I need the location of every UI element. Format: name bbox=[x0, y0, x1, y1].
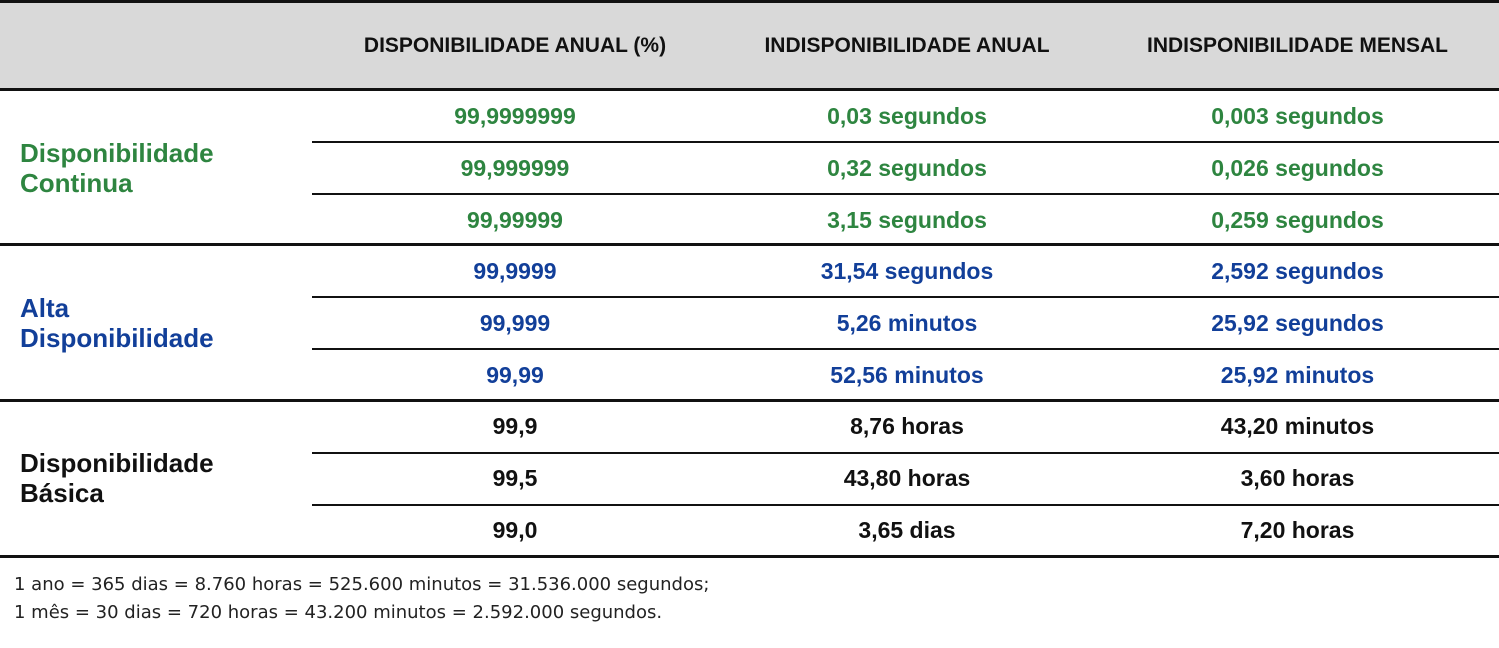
annual-availability-cell: 99,0 bbox=[492, 517, 538, 543]
group-label: Disponibilidade Básica bbox=[20, 447, 214, 508]
footnotes: 1 ano = 365 dias = 8.760 horas = 525.600… bbox=[14, 571, 709, 627]
annual-unavailability-cell: 5,26 minutos bbox=[836, 310, 978, 336]
header-annual-availability: DISPONIBILIDADE ANUAL (%) bbox=[363, 34, 667, 57]
table-row: 99,9999999 0,03 segundos 0,003 segundos bbox=[0, 91, 1499, 142]
row-divider bbox=[312, 141, 1499, 143]
annual-availability-cell: 99,9999999 bbox=[454, 103, 576, 129]
annual-availability-cell: 99,5 bbox=[492, 465, 538, 491]
header-monthly-unavailability: INDISPONIBILIDADE MENSAL bbox=[1146, 34, 1448, 57]
annual-availability-cell: 99,9999 bbox=[473, 258, 557, 284]
row-divider bbox=[312, 348, 1499, 350]
table-bottom-rule bbox=[0, 555, 1499, 558]
row-divider bbox=[312, 504, 1499, 506]
group-label: Alta Disponibilidade bbox=[20, 292, 214, 353]
footnote-month: 1 mês = 30 dias = 720 horas = 43.200 min… bbox=[14, 602, 663, 623]
annual-unavailability-cell: 8,76 horas bbox=[850, 413, 964, 439]
table-row: 99,99999 3,15 segundos 0,259 segundos bbox=[0, 195, 1499, 246]
monthly-unavailability-cell: 25,92 segundos bbox=[1211, 310, 1384, 336]
table-top-rule bbox=[0, 0, 1499, 3]
table-row: 99,999999 0,32 segundos 0,026 segundos bbox=[0, 143, 1499, 194]
table-row: 99,99 52,56 minutos 25,92 minutos bbox=[0, 350, 1499, 401]
monthly-unavailability-cell: 0,026 segundos bbox=[1211, 155, 1384, 181]
annual-unavailability-cell: 3,65 dias bbox=[858, 517, 956, 543]
monthly-unavailability-cell: 43,20 minutos bbox=[1220, 413, 1375, 439]
annual-availability-cell: 99,999 bbox=[479, 310, 551, 336]
group-rule bbox=[0, 243, 1499, 246]
header-annual-unavailability: INDISPONIBILIDADE ANUAL bbox=[764, 34, 1050, 57]
group-disponibilidade-basica: Disponibilidade Básica 99,9 8,76 horas 4… bbox=[0, 401, 1499, 554]
annual-availability-cell: 99,99 bbox=[486, 362, 544, 388]
row-divider bbox=[312, 296, 1499, 298]
table-row: 99,9999 31,54 segundos 2,592 segundos bbox=[0, 246, 1499, 297]
monthly-unavailability-cell: 7,20 horas bbox=[1240, 517, 1355, 543]
annual-unavailability-cell: 31,54 segundos bbox=[820, 258, 994, 284]
footnote-year: 1 ano = 365 dias = 8.760 horas = 525.600… bbox=[14, 574, 710, 595]
annual-unavailability-cell: 43,80 horas bbox=[843, 465, 971, 491]
table-row: 99,9 8,76 horas 43,20 minutos bbox=[0, 401, 1499, 452]
monthly-unavailability-cell: 0,003 segundos bbox=[1211, 103, 1384, 129]
group-disponibilidade-continua: Disponibilidade Continua 99,9999999 0,03… bbox=[0, 91, 1499, 244]
row-divider bbox=[312, 193, 1499, 195]
annual-unavailability-cell: 3,15 segundos bbox=[827, 207, 987, 233]
table-row: 99,0 3,65 dias 7,20 horas bbox=[0, 505, 1499, 556]
annual-availability-cell: 99,999999 bbox=[460, 155, 570, 181]
table-header bbox=[0, 3, 1499, 88]
group-rule bbox=[0, 399, 1499, 402]
header-rule bbox=[0, 88, 1499, 91]
monthly-unavailability-cell: 25,92 minutos bbox=[1220, 362, 1375, 388]
annual-unavailability-cell: 52,56 minutos bbox=[830, 362, 984, 388]
annual-unavailability-cell: 0,03 segundos bbox=[827, 103, 987, 129]
annual-unavailability-cell: 0,32 segundos bbox=[827, 155, 987, 181]
monthly-unavailability-cell: 0,259 segundos bbox=[1211, 207, 1384, 233]
monthly-unavailability-cell: 3,60 horas bbox=[1240, 465, 1355, 491]
annual-availability-cell: 99,9 bbox=[492, 413, 538, 439]
group-alta-disponibilidade: Alta Disponibilidade 99,9999 31,54 segun… bbox=[0, 246, 1499, 399]
row-divider bbox=[312, 452, 1499, 454]
monthly-unavailability-cell: 2,592 segundos bbox=[1211, 258, 1384, 284]
table-row: 99,999 5,26 minutos 25,92 segundos bbox=[0, 298, 1499, 349]
annual-availability-cell: 99,99999 bbox=[467, 207, 563, 233]
table-row: 99,5 43,80 horas 3,60 horas bbox=[0, 453, 1499, 504]
group-label: Disponibilidade Continua bbox=[20, 137, 214, 198]
